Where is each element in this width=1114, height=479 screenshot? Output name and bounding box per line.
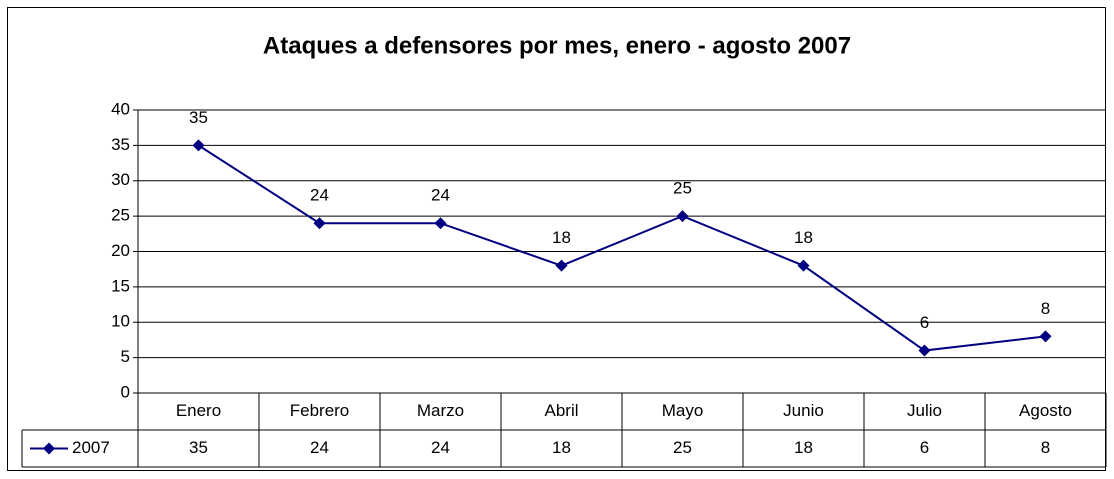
legend-marker [43,442,55,455]
table-value: 24 [431,438,450,457]
x-tick-label: Marzo [417,401,464,420]
table-value: 8 [1041,438,1050,457]
marker [918,344,931,357]
y-tick-label: 15 [111,276,130,295]
table-value: 35 [189,438,208,457]
y-tick-label: 5 [121,347,130,366]
marker [192,139,205,152]
y-tick-label: 30 [111,170,130,189]
table-value: 6 [920,438,929,457]
y-tick-label: 25 [111,206,130,225]
chart-title: Ataques a defensores por mes, enero - ag… [263,32,851,59]
x-tick-label: Junio [783,401,824,420]
x-tick-label: Mayo [662,401,704,420]
marker [434,217,447,230]
y-tick-label: 10 [111,312,130,331]
table-value: 18 [552,438,571,457]
marker [676,210,689,223]
data-label: 25 [673,179,692,198]
x-tick-label: Agosto [1019,401,1072,420]
series-line [197,144,1046,352]
marker [1039,330,1052,343]
marker [313,217,326,230]
data-label: 8 [1041,299,1050,318]
x-tick-label: Abril [544,401,578,420]
y-tick-label: 0 [121,382,130,401]
y-tick-label: 20 [111,241,130,260]
x-tick-label: Febrero [290,401,350,420]
y-tick-label: 35 [111,135,130,154]
x-tick-label: Enero [176,401,221,420]
x-tick-label: Julio [907,401,942,420]
legend-label: 2007 [72,438,110,457]
data-label: 24 [310,186,329,205]
data-label: 18 [552,228,571,247]
data-label: 35 [189,108,208,127]
table-value: 24 [310,438,329,457]
marker [555,259,568,272]
data-label: 6 [920,313,929,332]
table-value: 18 [794,438,813,457]
data-label: 18 [794,228,813,247]
y-tick-label: 40 [111,99,130,118]
data-label: 24 [431,186,450,205]
marker [797,259,810,272]
table-value: 25 [673,438,692,457]
